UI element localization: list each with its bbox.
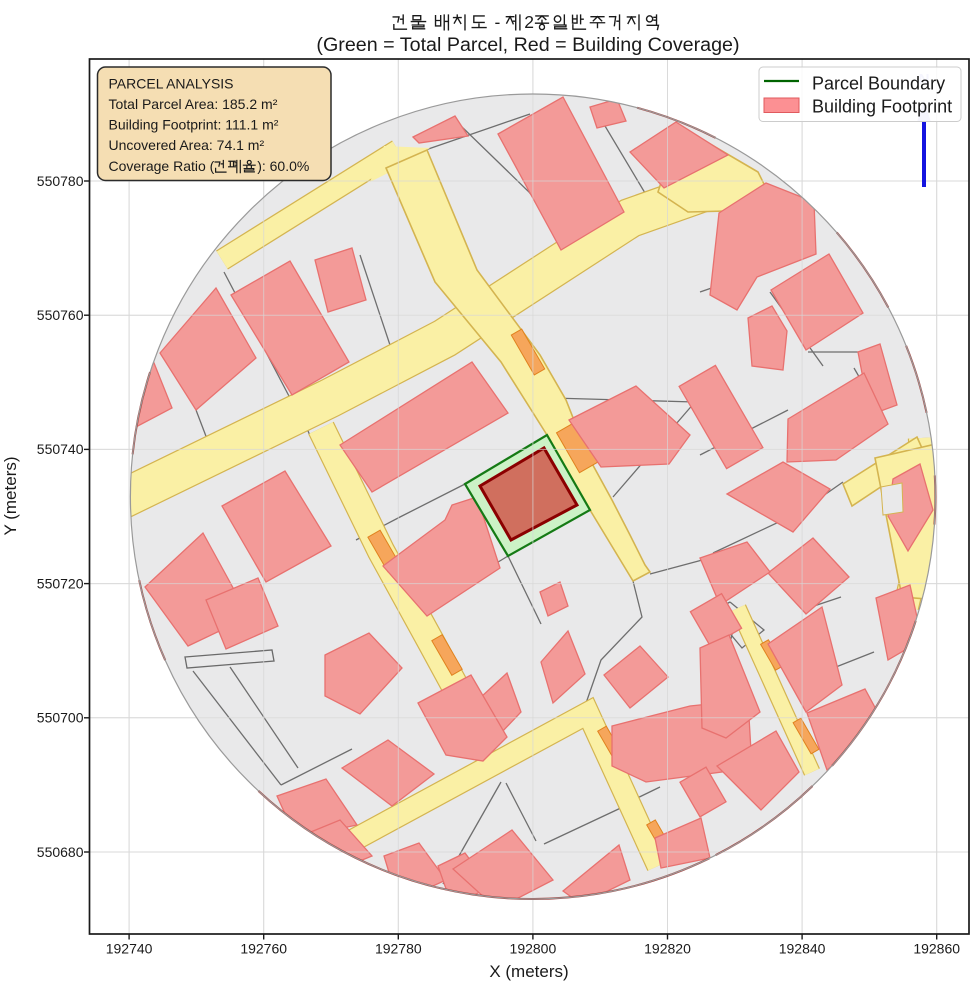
svg-text:550720: 550720 [37, 575, 84, 591]
svg-text:192800: 192800 [510, 941, 557, 957]
svg-text:Coverage Ratio (: Coverage Ratio ( [109, 158, 215, 174]
svg-text:192760: 192760 [240, 941, 287, 957]
svg-text:-: - [490, 12, 506, 32]
svg-text:550700: 550700 [37, 710, 84, 726]
svg-text:192740: 192740 [106, 941, 153, 957]
svg-text:Building Footprint: Building Footprint [812, 97, 952, 117]
svg-text:550760: 550760 [37, 307, 84, 323]
svg-text:Building Footprint: 111.1 m²: Building Footprint: 111.1 m² [109, 117, 279, 133]
svg-text:192780: 192780 [375, 941, 422, 957]
svg-text:550680: 550680 [37, 844, 84, 860]
svg-text:PARCEL ANALYSIS: PARCEL ANALYSIS [109, 75, 234, 91]
svg-text:Total Parcel Area: 185.2 m²: Total Parcel Area: 185.2 m² [109, 96, 278, 112]
svg-text:): 60.0%: ): 60.0% [257, 158, 309, 174]
svg-text:550780: 550780 [37, 173, 84, 189]
svg-text:192860: 192860 [913, 941, 960, 957]
svg-text:192840: 192840 [779, 941, 826, 957]
svg-text:192820: 192820 [644, 941, 691, 957]
svg-text:550740: 550740 [37, 441, 84, 457]
svg-text:2: 2 [524, 12, 534, 32]
svg-text:Y (meters): Y (meters) [1, 456, 20, 535]
svg-text:Parcel Boundary: Parcel Boundary [812, 74, 945, 94]
svg-text:X (meters): X (meters) [489, 962, 568, 981]
svg-text:(Green = Total Parcel, Red = B: (Green = Total Parcel, Red = Building Co… [316, 34, 739, 56]
svg-text:Uncovered Area: 74.1 m²: Uncovered Area: 74.1 m² [109, 137, 265, 153]
